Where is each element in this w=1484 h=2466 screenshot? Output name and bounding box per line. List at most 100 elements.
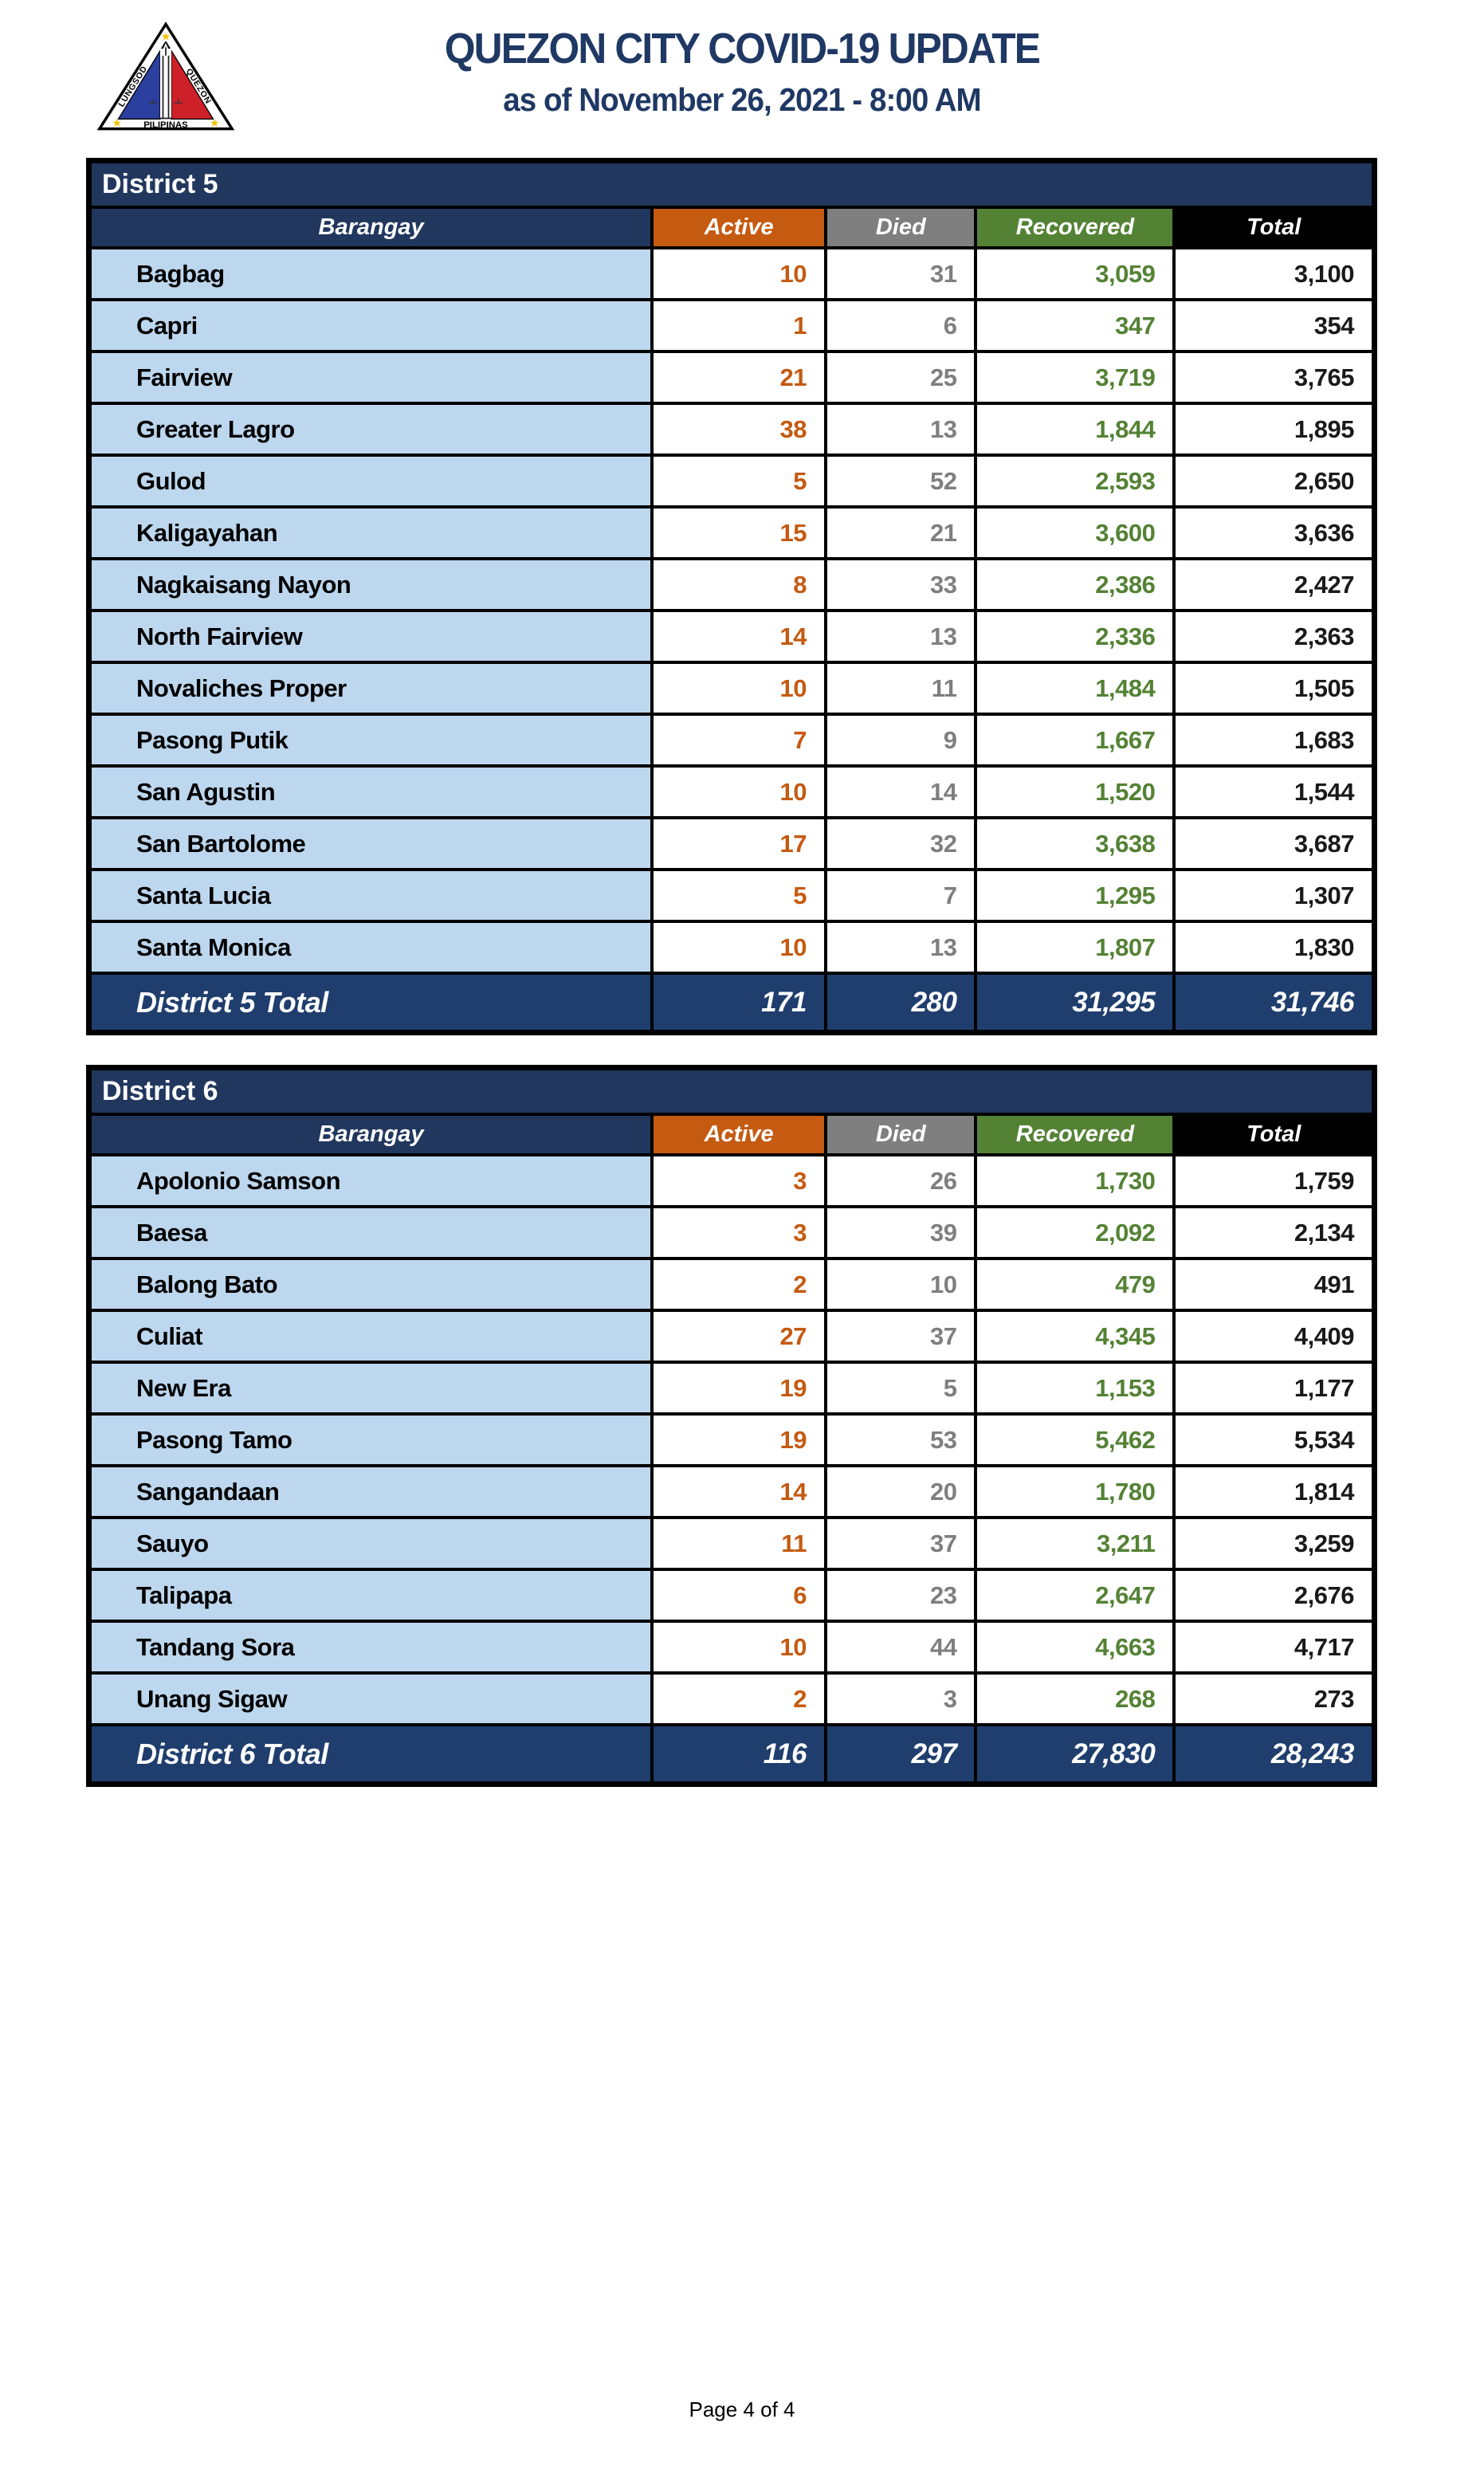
value-total: 3,100 (1176, 249, 1372, 298)
total-total: 31,746 (1176, 975, 1372, 1030)
value-died: 13 (827, 405, 975, 454)
barangay-name: Nagkaisang Nayon (92, 560, 651, 609)
qc-seal-logo: ★ ★ ★ LUNGSOD QUEZON PILIPINAS (96, 22, 235, 131)
value-total: 2,650 (1176, 457, 1372, 505)
value-died: 11 (827, 664, 975, 713)
column-header-died: Died (827, 1116, 975, 1153)
barangay-name: Kaligayahan (92, 509, 651, 557)
barangay-name: New Era (92, 1364, 651, 1412)
value-total: 1,895 (1176, 405, 1372, 454)
total-total: 28,243 (1176, 1726, 1372, 1781)
value-active: 10 (654, 923, 825, 972)
value-active: 19 (654, 1416, 825, 1464)
value-total: 2,676 (1176, 1571, 1372, 1620)
value-died: 53 (827, 1416, 975, 1464)
value-recovered: 2,647 (977, 1571, 1173, 1620)
value-total: 5,534 (1176, 1416, 1372, 1464)
value-died: 13 (827, 923, 975, 972)
total-recovered: 27,830 (977, 1726, 1173, 1781)
value-died: 7 (827, 871, 975, 920)
seal-star-left-icon: ★ (112, 116, 122, 129)
value-died: 13 (827, 612, 975, 661)
barangay-name: Novaliches Proper (92, 664, 651, 713)
column-header-recovered: Recovered (977, 209, 1173, 246)
value-total: 1,830 (1176, 923, 1372, 972)
value-active: 1 (654, 301, 825, 350)
value-total: 1,683 (1176, 716, 1372, 764)
value-recovered: 1,844 (977, 405, 1173, 454)
value-died: 52 (827, 457, 975, 505)
value-recovered: 3,059 (977, 249, 1173, 298)
district-6-table: District 6 Barangay Active Died Recovered Tot… (86, 1065, 1377, 1787)
barangay-name: Baesa (92, 1208, 651, 1257)
value-total: 1,544 (1176, 768, 1372, 816)
column-header-total: Total (1176, 1116, 1372, 1153)
value-total: 1,307 (1176, 871, 1372, 920)
value-recovered: 1,520 (977, 768, 1173, 816)
value-recovered: 1,730 (977, 1156, 1173, 1205)
value-recovered: 1,667 (977, 716, 1173, 764)
seal-monument (159, 47, 173, 120)
district-5-table: District 5 Barangay Active Died Recovered Tot… (86, 158, 1377, 1035)
value-recovered: 3,600 (977, 509, 1173, 557)
column-header-total: Total (1176, 209, 1372, 246)
total-recovered: 31,295 (977, 975, 1173, 1030)
value-died: 39 (827, 1208, 975, 1257)
barangay-name: Gulod (92, 457, 651, 505)
value-died: 10 (827, 1260, 975, 1309)
page-subtitle: as of November 26, 2021 - 8:00 AM (503, 81, 981, 118)
value-total: 1,505 (1176, 664, 1372, 713)
seal-star-right-icon: ★ (210, 116, 220, 129)
barangay-name: Balong Bato (92, 1260, 651, 1309)
value-active: 8 (654, 560, 825, 609)
barangay-name: Fairview (92, 353, 651, 402)
value-active: 11 (654, 1519, 825, 1568)
value-total: 1,177 (1176, 1364, 1372, 1412)
value-died: 6 (827, 301, 975, 350)
district-total-label: District 5 Total (92, 975, 651, 1030)
value-active: 17 (654, 819, 825, 868)
value-died: 25 (827, 353, 975, 402)
value-died: 37 (827, 1312, 975, 1361)
value-active: 7 (654, 716, 825, 764)
barangay-name: Talipapa (92, 1571, 651, 1620)
value-total: 2,134 (1176, 1208, 1372, 1257)
value-died: 33 (827, 560, 975, 609)
barangay-name: Pasong Tamo (92, 1416, 651, 1464)
value-active: 15 (654, 509, 825, 557)
value-died: 32 (827, 819, 975, 868)
value-recovered: 1,153 (977, 1364, 1173, 1412)
column-header-barangay: Barangay (92, 1116, 651, 1153)
value-died: 26 (827, 1156, 975, 1205)
value-active: 21 (654, 353, 825, 402)
value-active: 6 (654, 1571, 825, 1620)
value-active: 10 (654, 768, 825, 816)
barangay-name: Culiat (92, 1312, 651, 1361)
value-total: 3,687 (1176, 819, 1372, 868)
barangay-name: Bagbag (92, 249, 651, 298)
barangay-name: Sauyo (92, 1519, 651, 1568)
value-recovered: 1,295 (977, 871, 1173, 920)
value-total: 3,259 (1176, 1519, 1372, 1568)
value-recovered: 3,211 (977, 1519, 1173, 1568)
value-active: 19 (654, 1364, 825, 1412)
total-died: 280 (827, 975, 975, 1030)
barangay-name: San Bartolome (92, 819, 651, 868)
value-active: 3 (654, 1156, 825, 1205)
district-title: District 6 (92, 1070, 1372, 1113)
barangay-name: Tandang Sora (92, 1623, 651, 1671)
value-recovered: 2,092 (977, 1208, 1173, 1257)
district-total-label: District 6 Total (92, 1726, 651, 1781)
barangay-name: Greater Lagro (92, 405, 651, 454)
value-active: 5 (654, 871, 825, 920)
value-died: 3 (827, 1675, 975, 1723)
value-active: 14 (654, 1467, 825, 1516)
barangay-name: Capri (92, 301, 651, 350)
column-header-active: Active (654, 209, 825, 246)
barangay-name: Santa Lucia (92, 871, 651, 920)
value-active: 2 (654, 1260, 825, 1309)
value-total: 3,765 (1176, 353, 1372, 402)
barangay-name: Apolonio Samson (92, 1156, 651, 1205)
value-total: 2,427 (1176, 560, 1372, 609)
value-total: 2,363 (1176, 612, 1372, 661)
